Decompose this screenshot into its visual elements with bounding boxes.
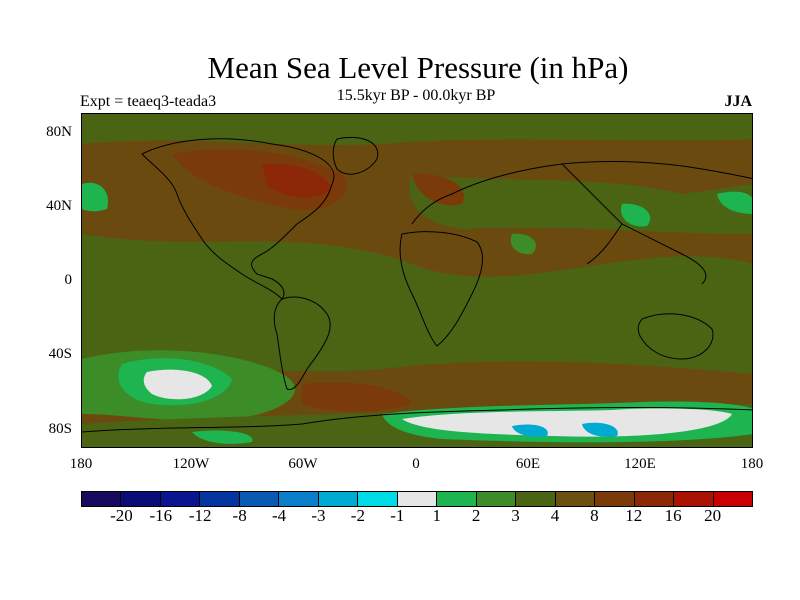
map-field <box>82 114 752 447</box>
colorbar-segment <box>437 492 477 506</box>
lon-tick-0: 0 <box>412 456 420 472</box>
lon-tick-120e: 120E <box>624 456 656 472</box>
colorbar-label: -3 <box>311 506 326 525</box>
colorbar-label: -20 <box>110 506 133 525</box>
colorbar-label: 2 <box>471 506 481 525</box>
colorbar-label: 8 <box>590 506 599 525</box>
colorbar-segment <box>279 492 319 506</box>
plot-title: Mean Sea Level Pressure (in hPa) <box>207 50 629 85</box>
lon-tick-180e: 180 <box>740 456 764 472</box>
colorbar-label: 1 <box>432 506 441 525</box>
colorbar-label: 16 <box>664 506 682 525</box>
lon-tick-60e: 60E <box>515 456 541 472</box>
colorbar-label: 20 <box>704 506 722 525</box>
colorbar-segment <box>121 492 161 506</box>
colorbar-label: -1 <box>390 506 405 525</box>
colorbar-segment <box>358 492 398 506</box>
colorbar-label: -2 <box>350 506 365 525</box>
lon-tick-120w: 120W <box>172 456 210 472</box>
colorbar-segment <box>160 492 201 506</box>
lat-tick-80n: 80N <box>46 124 72 140</box>
colorbar-segment <box>595 492 635 506</box>
lat-tick-40n: 40N <box>46 198 72 214</box>
colorbar-segment <box>397 492 438 506</box>
lon-tick-180w: 180 <box>69 456 93 472</box>
plot-subtitle: 15.5kyr BP - 00.0kyr BP <box>336 87 496 104</box>
colorbar-segment <box>555 492 596 506</box>
experiment-label: Expt = teaeq3-teada3 <box>80 93 217 110</box>
colorbar-segment <box>516 492 556 506</box>
colorbar-segment <box>634 492 675 506</box>
colorbar-segment <box>476 492 517 506</box>
lat-tick-0: 0 <box>64 272 73 288</box>
season-label: JJA <box>724 93 752 110</box>
lon-tick-60w: 60W <box>288 456 318 472</box>
colorbar-segment <box>674 492 714 506</box>
colorbar-segment <box>239 492 280 506</box>
colorbar-segment <box>713 492 752 506</box>
pressure-map <box>81 113 753 448</box>
colorbar-label: -16 <box>149 506 173 525</box>
colorbar-segment <box>200 492 240 506</box>
colorbar-segment <box>318 492 359 506</box>
colorbar-label: 4 <box>550 506 560 525</box>
colorbar-label: 12 <box>625 506 643 525</box>
colorbar <box>81 491 753 507</box>
colorbar-label: -12 <box>188 506 212 525</box>
lat-tick-40s: 40S <box>48 346 72 362</box>
lat-tick-80s: 80S <box>48 421 72 437</box>
colorbar-label: -8 <box>232 506 247 525</box>
colorbar-label: 3 <box>511 506 520 525</box>
colorbar-label: -4 <box>271 506 287 525</box>
colorbar-segment <box>82 492 122 506</box>
